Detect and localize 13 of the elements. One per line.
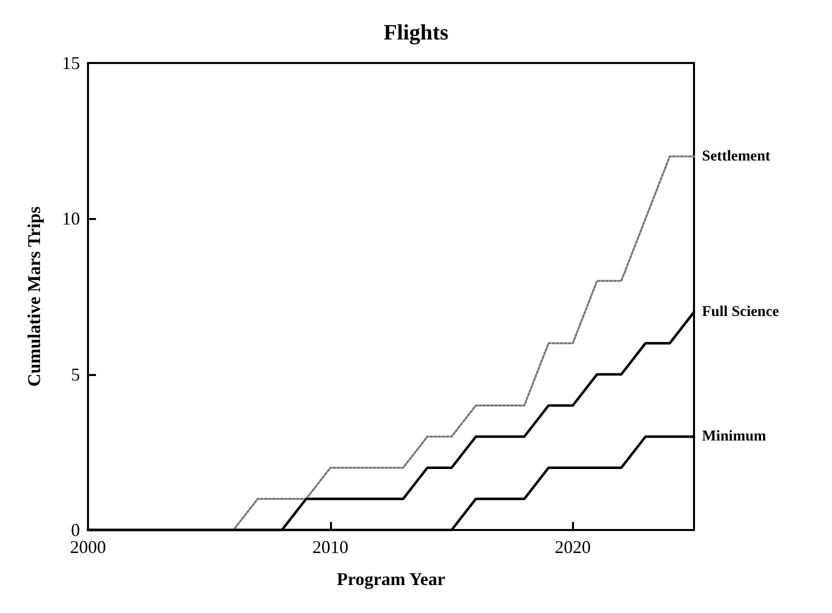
chart-title: Flights bbox=[384, 20, 449, 44]
series-label: Full Science bbox=[702, 304, 780, 320]
x-tick-label: 2000 bbox=[70, 537, 106, 557]
y-tick-label: 5 bbox=[71, 364, 80, 384]
y-tick-label: 15 bbox=[62, 53, 80, 73]
series-label: Settlement bbox=[702, 148, 770, 164]
x-tick-label: 2010 bbox=[312, 537, 348, 557]
y-tick-label: 10 bbox=[62, 208, 80, 229]
x-axis-title: Program Year bbox=[336, 569, 446, 589]
y-tick-label: 0 bbox=[71, 520, 80, 540]
x-tick-label: 2020 bbox=[554, 537, 591, 557]
y-axis-title: Cumulative Mars Trips bbox=[24, 206, 44, 387]
series-label: Minimum bbox=[702, 428, 767, 445]
